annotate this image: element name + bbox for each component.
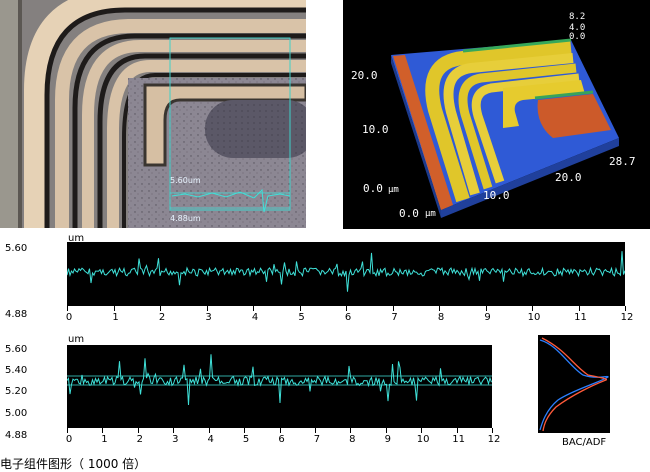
profile-bottom-x-tickmark-2 <box>137 428 139 433</box>
profile-bottom-x-tick-6: 6 <box>278 434 285 445</box>
profile-top-ymin: 4.88 <box>5 309 28 320</box>
profile-bottom-y-tick-5-60: 5.60 <box>5 344 28 355</box>
profile-top-unit: um <box>68 233 85 244</box>
profile-top-x-tick-4: 4 <box>251 312 259 323</box>
profile-bottom-x-tick-11: 11 <box>452 434 465 445</box>
surface-3d-render <box>391 38 619 218</box>
histogram-plot <box>539 337 609 432</box>
z-value-top: 8.2 <box>569 12 586 22</box>
profile-top-x-tickmark-5 <box>299 306 301 311</box>
profile-bottom-y-tick-5-00: 5.00 <box>5 408 28 419</box>
profile-trace-line <box>66 354 492 406</box>
profile-top-x-tickmark-8 <box>439 306 440 311</box>
profile-bottom-x-tick-12: 12 <box>487 434 501 445</box>
profile-bottom-x-tick-2: 2 <box>136 434 144 445</box>
profile-bottom-x-tickmark-1 <box>102 428 104 433</box>
micrograph-image <box>0 0 315 228</box>
profile-bottom-x-tick-9: 9 <box>384 434 391 445</box>
profile-top-x-tick-1: 1 <box>112 312 119 323</box>
surface-3d-panel: 8.2 4.0 0.0 20.0 10.0 0.0 μm 0.0 μm 10.0… <box>343 0 650 229</box>
profile-top-x-tickmark-1 <box>113 306 115 311</box>
profile-top-x-tickmark-11 <box>578 306 580 311</box>
profile-top-xaxis: 0 1 2 3 4 5 6 7 8 9 10 11 12 <box>65 306 633 330</box>
profile-bottom-x-tick-4: 4 <box>207 434 214 445</box>
profile-bottom-trace <box>66 354 492 406</box>
profile-top-plot <box>66 242 626 306</box>
profile-bottom-plot <box>66 345 492 428</box>
profile-top-x-tickmark-9 <box>485 306 487 311</box>
profile-top-x-tick-6: 6 <box>344 312 352 323</box>
profile-top-x-tick-9: 9 <box>484 312 491 323</box>
profile-top-x-tick-5: 5 <box>298 312 305 323</box>
profile-bottom-x-tick-1: 1 <box>101 434 108 445</box>
profile-top-x-tickmark-12 <box>625 306 626 311</box>
measure-bottom-label: 4.88um <box>170 214 201 223</box>
x-tick-20: 20.0 <box>555 171 582 184</box>
profile-trace-line <box>66 251 626 292</box>
profile-bottom-x-tickmark-7 <box>314 428 316 433</box>
y-tick-20: 20.0 <box>351 69 378 82</box>
profile-bottom-x-tickmark-9 <box>385 428 387 433</box>
profile-bottom-y-tick-5-20: 5.20 <box>5 386 28 397</box>
profile-bottom-x-tickmark-0 <box>67 428 68 433</box>
profile-top-x-tickmark-7 <box>392 306 394 311</box>
profile-top-x-tickmark-4 <box>253 306 254 311</box>
profile-bottom-x-tick-5: 5 <box>242 434 250 445</box>
profile-bottom-x-tick-8: 8 <box>349 434 356 445</box>
profile-bottom-y-tick-5-40: 5.40 <box>5 365 28 376</box>
profile-bottom-x-tick-0: 0 <box>65 434 73 445</box>
profile-bottom-xaxis: 0 1 2 3 4 5 6 7 8 9 10 11 12 <box>65 428 500 446</box>
profile-top-x-tickmark-2 <box>160 306 161 311</box>
profile-bottom-x-tick-7: 7 <box>313 434 321 445</box>
profile-bottom-x-tickmark-4 <box>208 428 210 433</box>
profile-top-x-tick-12: 12 <box>620 312 634 323</box>
profile-top-x-tick-3: 3 <box>205 312 212 323</box>
profile-bottom-y-tick-4-88: 4.88 <box>5 430 28 441</box>
x-unit: μm <box>425 209 436 219</box>
profile-bottom-x-tick-10: 10 <box>416 434 430 445</box>
profile-bottom-x-tick-3: 3 <box>172 434 179 445</box>
profile-bottom-x-tickmark-5 <box>244 428 246 433</box>
profile-top-x-tickmark-6 <box>346 306 347 311</box>
profile-bottom-unit: um <box>68 334 85 345</box>
x-tick-28-7: 28.7 <box>609 155 636 168</box>
z-value-bottom: 0.0 <box>569 32 586 42</box>
histogram-label: BAC/ADF <box>562 437 607 448</box>
profile-top-x-tick-0: 0 <box>65 312 73 323</box>
profile-bottom-x-tickmark-12 <box>492 428 493 433</box>
x-tick-10: 10.0 <box>483 189 510 202</box>
profile-top-x-tick-7: 7 <box>391 312 398 323</box>
profile-top-x-tickmark-3 <box>206 306 208 311</box>
profile-chart-top: um 5.60 4.88 0 1 2 3 4 5 6 7 8 9 10 11 12 <box>0 232 650 332</box>
y-tick-0: 0.0 <box>363 182 383 195</box>
measure-top-label: 5.60um <box>170 176 201 185</box>
x-tick-0: 0.0 <box>399 207 419 220</box>
z-value-mid: 4.0 <box>569 23 586 33</box>
y-tick-10: 10.0 <box>362 123 389 136</box>
profile-bottom-x-tickmark-11 <box>456 428 458 433</box>
profile-bottom-x-tickmark-3 <box>173 428 175 433</box>
profile-top-x-tick-10: 10 <box>527 312 541 323</box>
profile-top-x-tickmark-10 <box>532 306 533 311</box>
histogram-panel <box>538 335 610 433</box>
figure-caption: 电子组件图形（ 1000 倍） <box>0 457 147 471</box>
profile-chart-bottom: um 5.60 5.40 5.20 5.00 4.88 0 1 2 3 4 5 6 7 8 9 10 11 12 <box>0 333 500 448</box>
profile-bottom-x-tickmark-6 <box>279 428 281 433</box>
profile-top-x-tickmark-0 <box>67 306 68 311</box>
profile-top-ymax: 5.60 <box>5 243 28 254</box>
profile-top-trace <box>66 251 626 292</box>
profile-top-x-tick-8: 8 <box>437 312 445 323</box>
profile-top-x-tick-11: 11 <box>574 312 587 323</box>
profile-bottom-x-tickmark-8 <box>350 428 352 433</box>
y-unit: μm <box>388 185 399 195</box>
profile-top-x-tick-2: 2 <box>158 312 166 323</box>
micrograph-panel: 5.60um 4.88um <box>0 0 315 228</box>
profile-bottom-x-tickmark-10 <box>421 428 423 433</box>
